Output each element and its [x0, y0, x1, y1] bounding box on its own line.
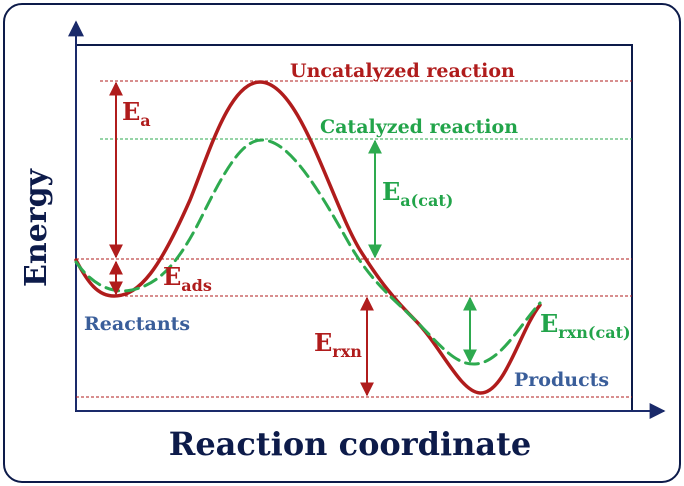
reactants-label: Reactants [84, 313, 190, 335]
eads-label: Eads [163, 262, 212, 295]
catalyzed-label: Catalyzed reaction [320, 116, 518, 138]
ea-label: Ea [122, 97, 151, 130]
uncatalyzed-curve [74, 80, 542, 395]
erxn-cat-label: Erxn(cat) [540, 309, 631, 342]
ea-cat-label: Ea(cat) [382, 177, 453, 210]
uncatalyzed-label: Uncatalyzed reaction [290, 60, 515, 82]
products-label: Products [514, 369, 609, 391]
x-axis-label: Reaction coordinate [169, 425, 532, 463]
reference-lines [76, 80, 632, 398]
y-axis-label: Energy [19, 167, 54, 287]
erxn-label: Erxn [314, 328, 362, 361]
